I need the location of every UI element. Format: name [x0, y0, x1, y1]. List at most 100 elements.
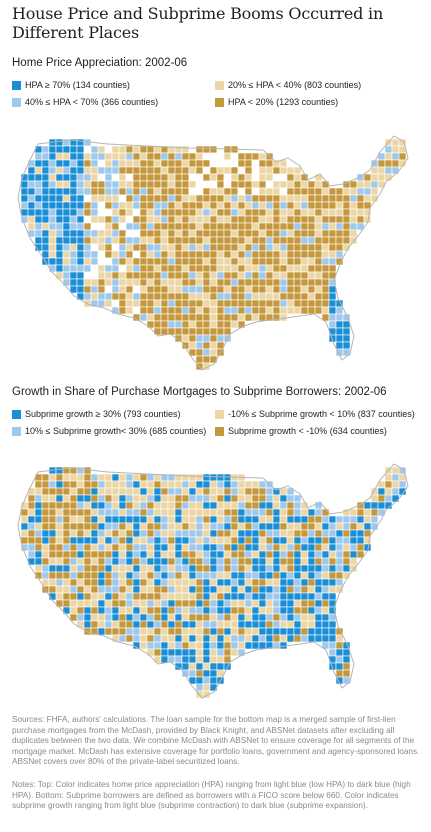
county-cell [209, 320, 218, 329]
county-cell [230, 529, 239, 538]
county-cell [111, 264, 120, 273]
county-cell [153, 599, 162, 608]
county-cell [48, 222, 57, 231]
county-cell [146, 606, 155, 615]
county-cell [188, 599, 197, 608]
county-cell [97, 627, 106, 636]
county-cell [244, 564, 253, 573]
county-cell [174, 501, 183, 510]
county-cell [34, 529, 43, 538]
county-cell [202, 257, 211, 266]
county-cell [321, 543, 330, 552]
county-cell [328, 222, 337, 231]
county-cell [307, 522, 316, 531]
county-cell [90, 229, 99, 238]
county-cell [286, 585, 295, 594]
county-cell [307, 292, 316, 301]
county-cell [251, 571, 260, 580]
county-cell [195, 236, 204, 245]
county-cell [335, 313, 344, 322]
county-cell [195, 536, 204, 545]
county-cell [321, 201, 330, 210]
county-cell [258, 571, 267, 580]
county-cell [146, 620, 155, 629]
county-cell [202, 250, 211, 259]
county-cell [104, 173, 113, 182]
county-cell [181, 229, 190, 238]
county-cell [251, 522, 260, 531]
county-cell [328, 515, 337, 524]
county-cell [48, 571, 57, 580]
county-cell [153, 299, 162, 308]
county-cell [55, 473, 64, 482]
county-cell [244, 187, 253, 196]
county-cell [83, 180, 92, 189]
county-cell [160, 187, 169, 196]
county-cell [342, 662, 351, 671]
county-cell [342, 550, 351, 559]
county-cell [209, 285, 218, 294]
county-cell [111, 145, 120, 154]
county-cell [391, 494, 400, 503]
county-cell [328, 620, 337, 629]
county-cell [265, 620, 274, 629]
county-cell [76, 159, 85, 168]
county-cell [230, 229, 239, 238]
county-cell [195, 173, 204, 182]
county-cell [391, 473, 400, 482]
county-cell [237, 222, 246, 231]
county-cell [202, 264, 211, 273]
county-cell [76, 606, 85, 615]
county-cell [69, 557, 78, 566]
county-cell [97, 606, 106, 615]
county-cell [209, 529, 218, 538]
county-cell [202, 592, 211, 601]
county-cell [244, 487, 253, 496]
county-cell [76, 480, 85, 489]
county-cell [167, 592, 176, 601]
county-cell [146, 634, 155, 643]
county-cell [48, 543, 57, 552]
county-cell [335, 215, 344, 224]
us-outline [17, 463, 409, 699]
county-cell [55, 264, 64, 273]
county-cell [132, 599, 141, 608]
county-cell [244, 271, 253, 280]
county-cell [244, 578, 253, 587]
county-cell [258, 606, 267, 615]
county-cell [69, 243, 78, 252]
county-cell [90, 201, 99, 210]
county-cell [209, 508, 218, 517]
county-cell [174, 543, 183, 552]
county-cell [174, 585, 183, 594]
county-cell [97, 299, 106, 308]
legend-item: 10% ≤ Subprime growth< 30% (685 counties… [12, 426, 206, 436]
county-cell [76, 578, 85, 587]
county-cell [62, 145, 71, 154]
county-cell [335, 327, 344, 336]
county-cell [118, 208, 127, 217]
county-cell [97, 620, 106, 629]
county-cell [370, 166, 379, 175]
county-cell [230, 306, 239, 315]
county-cell [321, 536, 330, 545]
county-cell [83, 494, 92, 503]
county-cell [153, 208, 162, 217]
county-cell [209, 487, 218, 496]
county-cell [160, 522, 169, 531]
county-cell [34, 194, 43, 203]
county-cell [216, 620, 225, 629]
county-cell [202, 145, 211, 154]
county-cell [202, 187, 211, 196]
county-cell [188, 529, 197, 538]
county-cell [34, 501, 43, 510]
county-cell [244, 641, 253, 650]
county-cell [209, 208, 218, 217]
county-cell [153, 571, 162, 580]
county-cell [48, 201, 57, 210]
county-cell [69, 187, 78, 196]
county-cell [300, 292, 309, 301]
county-cell [209, 676, 218, 685]
county-cell [286, 243, 295, 252]
county-cell [167, 585, 176, 594]
